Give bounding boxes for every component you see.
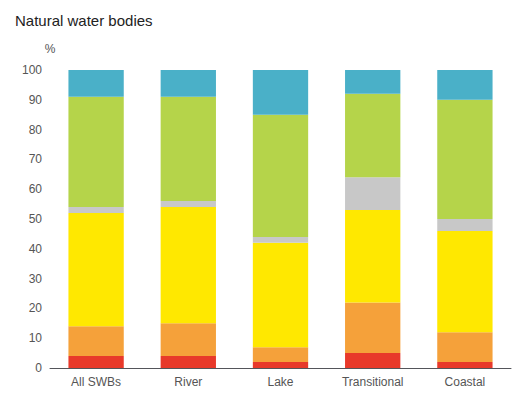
svg-text:40: 40 bbox=[29, 242, 43, 256]
svg-text:All SWBs: All SWBs bbox=[71, 375, 121, 389]
svg-text:70: 70 bbox=[29, 152, 43, 166]
svg-text:0: 0 bbox=[35, 361, 42, 375]
svg-text:90: 90 bbox=[29, 93, 43, 107]
svg-text:Coastal: Coastal bbox=[445, 375, 486, 389]
svg-text:80: 80 bbox=[29, 123, 43, 137]
svg-text:50: 50 bbox=[29, 212, 43, 226]
svg-text:10: 10 bbox=[29, 331, 43, 345]
svg-text:60: 60 bbox=[29, 182, 43, 196]
svg-text:River: River bbox=[174, 375, 202, 389]
svg-text:20: 20 bbox=[29, 301, 43, 315]
svg-text:Transitional: Transitional bbox=[342, 375, 404, 389]
svg-text:Lake: Lake bbox=[267, 375, 293, 389]
svg-text:30: 30 bbox=[29, 272, 43, 286]
svg-text:Natural water bodies: Natural water bodies bbox=[15, 12, 153, 29]
svg-text:%: % bbox=[45, 42, 56, 56]
svg-text:100: 100 bbox=[22, 63, 42, 77]
